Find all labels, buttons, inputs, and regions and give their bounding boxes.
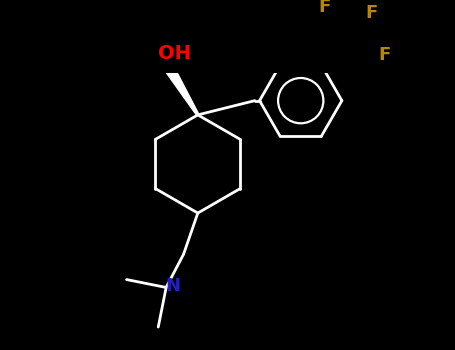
Polygon shape <box>163 63 199 116</box>
Text: F: F <box>379 47 391 64</box>
Text: N: N <box>165 277 180 295</box>
Text: F: F <box>318 0 331 16</box>
Text: OH: OH <box>157 44 191 63</box>
Text: F: F <box>366 4 378 22</box>
